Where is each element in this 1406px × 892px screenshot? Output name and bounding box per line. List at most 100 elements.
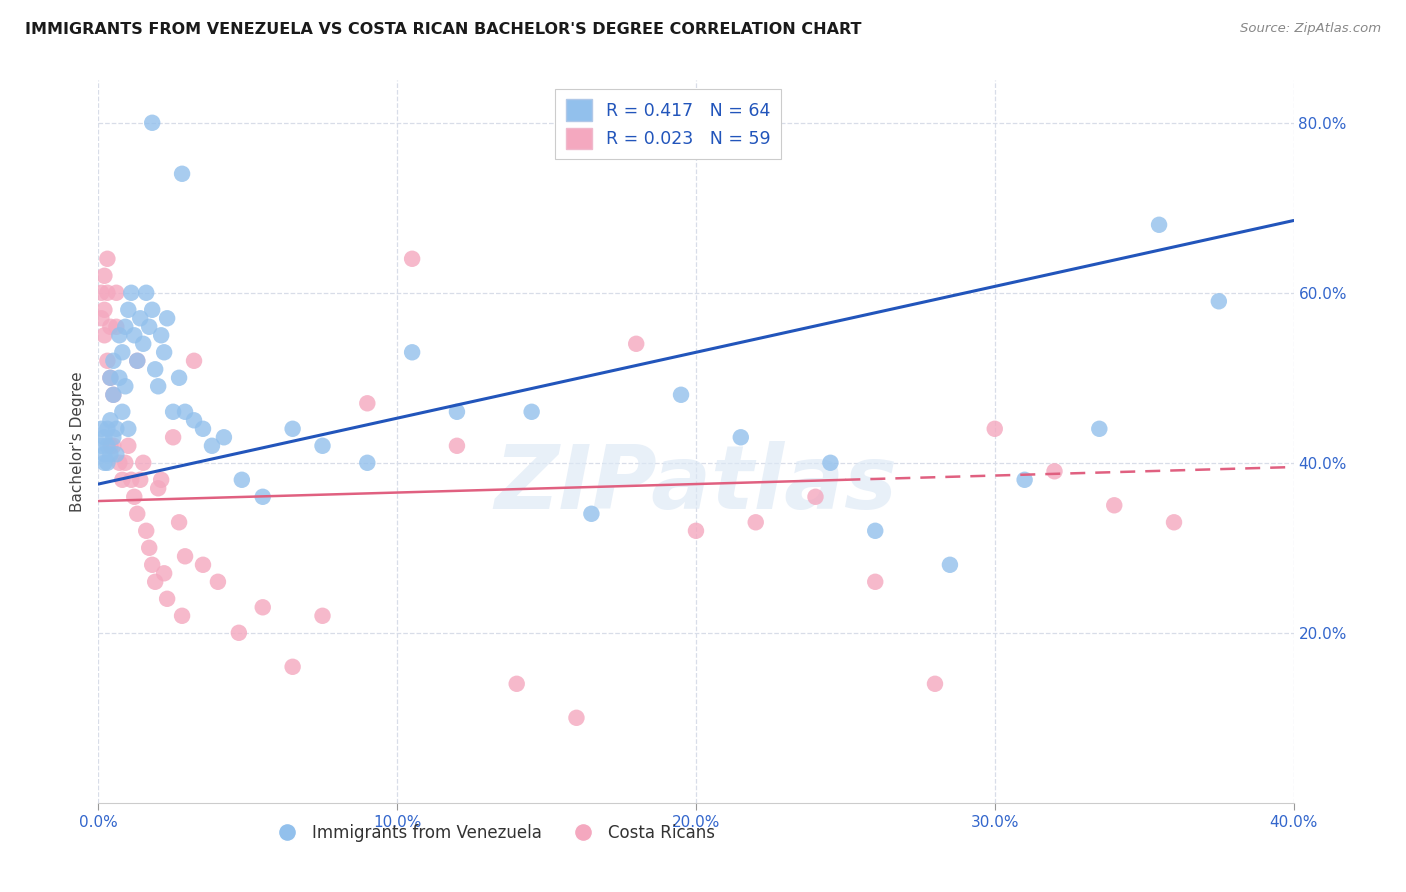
Point	[228, 625, 250, 640]
Point	[626, 336, 648, 351]
Point	[93, 302, 115, 317]
Point	[150, 473, 173, 487]
Point	[172, 608, 194, 623]
Point	[730, 430, 752, 444]
Point	[114, 319, 136, 334]
Point	[1163, 516, 1185, 530]
Point	[105, 285, 128, 300]
Point	[103, 353, 125, 368]
Point	[93, 447, 115, 461]
Point	[191, 558, 214, 572]
Point	[143, 574, 166, 589]
Point	[98, 319, 122, 334]
Point	[153, 345, 176, 359]
Point	[138, 541, 160, 555]
Point	[156, 591, 179, 606]
Point	[865, 524, 887, 538]
Point	[669, 388, 692, 402]
Text: ZIPatlas: ZIPatlas	[495, 442, 897, 528]
Point	[150, 328, 173, 343]
Point	[105, 319, 128, 334]
Point	[231, 473, 253, 487]
Point	[281, 660, 304, 674]
Point	[103, 388, 125, 402]
Point	[201, 439, 224, 453]
Point	[167, 516, 190, 530]
Point	[148, 481, 170, 495]
Point	[1043, 464, 1066, 478]
Point	[127, 353, 149, 368]
Point	[252, 490, 274, 504]
Point	[141, 116, 163, 130]
Y-axis label: Bachelor's Degree: Bachelor's Degree	[69, 371, 84, 512]
Point	[167, 371, 190, 385]
Point	[156, 311, 179, 326]
Point	[129, 473, 152, 487]
Legend: Immigrants from Venezuela, Costa Ricans: Immigrants from Venezuela, Costa Ricans	[263, 817, 723, 848]
Point	[984, 422, 1007, 436]
Point	[685, 524, 707, 538]
Point	[103, 439, 125, 453]
Point	[581, 507, 603, 521]
Point	[311, 439, 333, 453]
Point	[446, 405, 468, 419]
Point	[174, 405, 197, 419]
Point	[90, 285, 112, 300]
Text: Source: ZipAtlas.com: Source: ZipAtlas.com	[1240, 22, 1381, 36]
Point	[96, 456, 118, 470]
Point	[117, 422, 139, 436]
Point	[401, 252, 423, 266]
Point	[124, 490, 146, 504]
Point	[105, 422, 128, 436]
Point	[111, 405, 134, 419]
Point	[129, 311, 152, 326]
Point	[212, 430, 235, 444]
Point	[141, 558, 163, 572]
Point	[745, 516, 768, 530]
Point	[127, 353, 149, 368]
Point	[191, 422, 214, 436]
Point	[90, 439, 112, 453]
Point	[924, 677, 946, 691]
Point	[96, 422, 118, 436]
Point	[117, 302, 139, 317]
Point	[148, 379, 170, 393]
Point	[1104, 498, 1126, 512]
Point	[311, 608, 333, 623]
Point	[506, 677, 529, 691]
Point	[162, 430, 184, 444]
Point	[135, 524, 157, 538]
Point	[103, 388, 125, 402]
Point	[183, 413, 205, 427]
Point	[132, 456, 155, 470]
Point	[98, 447, 122, 461]
Point	[1014, 473, 1036, 487]
Point	[103, 430, 125, 444]
Point	[93, 456, 115, 470]
Point	[865, 574, 887, 589]
Point	[1147, 218, 1170, 232]
Point	[520, 405, 543, 419]
Point	[90, 422, 112, 436]
Point	[141, 302, 163, 317]
Point	[804, 490, 827, 504]
Point	[939, 558, 962, 572]
Point	[153, 566, 176, 581]
Point	[114, 456, 136, 470]
Point	[96, 353, 118, 368]
Point	[98, 371, 122, 385]
Point	[90, 311, 112, 326]
Point	[138, 319, 160, 334]
Point	[98, 413, 122, 427]
Point	[565, 711, 588, 725]
Point	[174, 549, 197, 564]
Point	[124, 328, 146, 343]
Point	[114, 379, 136, 393]
Point	[96, 439, 118, 453]
Point	[1208, 294, 1230, 309]
Point	[132, 336, 155, 351]
Point	[207, 574, 229, 589]
Point	[111, 345, 134, 359]
Point	[820, 456, 842, 470]
Point	[446, 439, 468, 453]
